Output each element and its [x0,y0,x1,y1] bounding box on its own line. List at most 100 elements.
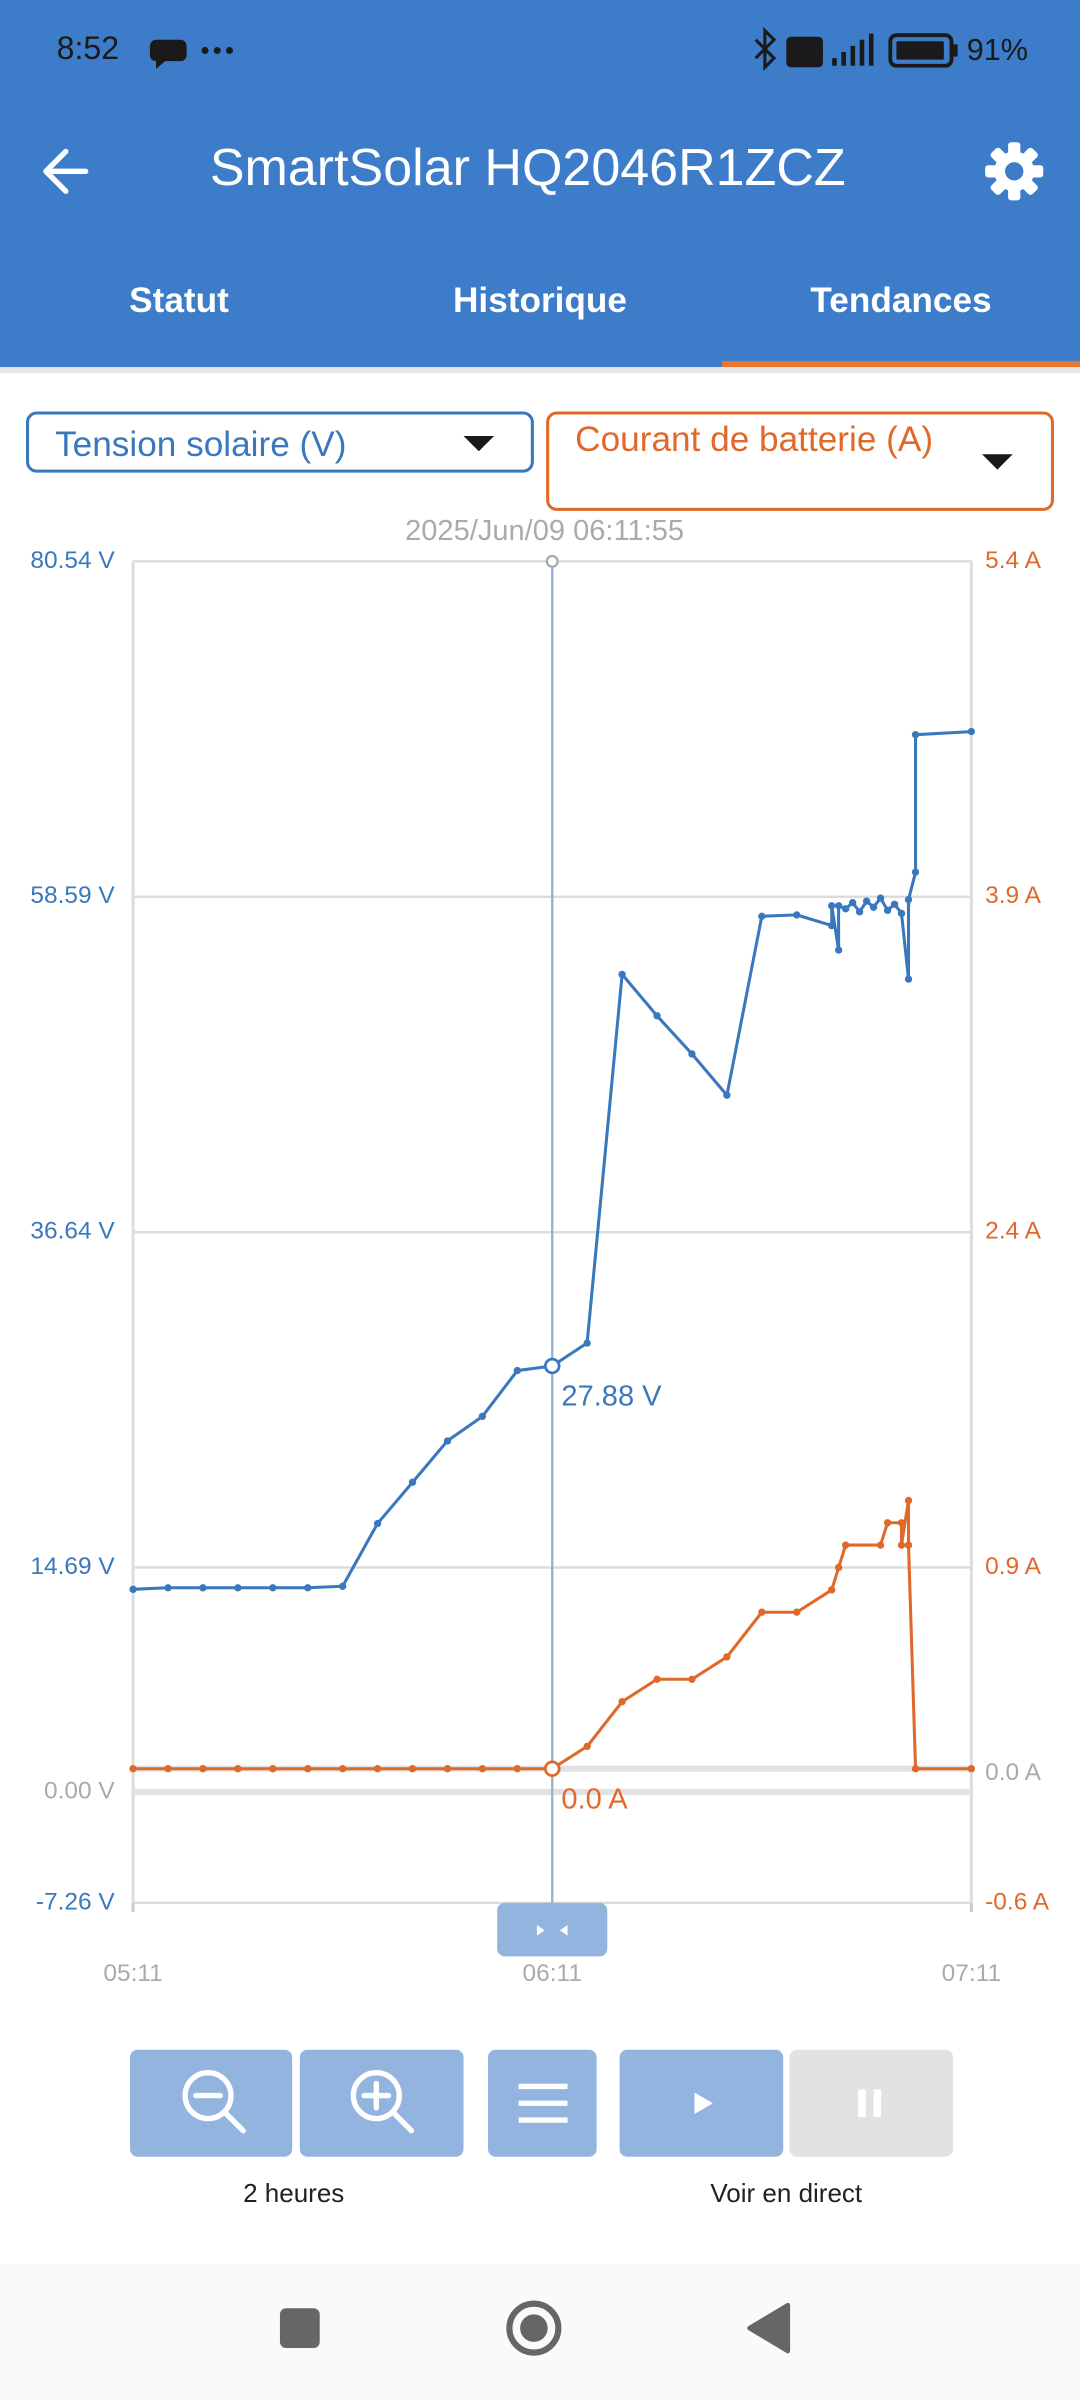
data-point [688,1675,696,1683]
zoom-in-button[interactable] [299,2049,464,2157]
cursor-point [543,1760,561,1777]
message-icon [149,39,187,69]
data-point [793,1608,801,1616]
nav-recents[interactable] [279,2308,320,2348]
menu-button[interactable] [487,2049,597,2157]
cursor-handle[interactable] [497,1902,608,1957]
data-point [904,975,913,983]
data-point [967,727,976,736]
play-button[interactable] [619,2049,784,2157]
settings-button[interactable] [985,142,1044,201]
data-point [653,1675,661,1683]
data-point [164,1584,172,1592]
data-point [883,1519,892,1527]
data-point [911,730,920,739]
data-point [869,903,878,911]
data-point [904,1541,913,1549]
data-point [904,1496,913,1505]
data-point [618,1697,626,1706]
data-point [199,1765,207,1773]
data-point [723,1091,731,1099]
y-tick-label: 0.00 V [44,1777,115,1804]
data-point [911,1765,920,1773]
y2-tick-label: 5.4 A [985,547,1041,574]
cursor-label: 2025/Jun/09 06:11:55 [405,515,684,547]
cursor-handle-body [497,1902,608,1957]
data-point [234,1584,242,1592]
data-point [583,1339,591,1347]
data-point [828,921,836,930]
data-point [129,1585,137,1594]
data-point [828,902,836,910]
live-label: Voir en direct [710,2178,863,2208]
battery-level: 91% [967,33,1028,67]
left-selector-box: Tension solaire (V) [55,423,347,464]
data-point [855,908,864,916]
right-selector-box: Courant de batterie (A) [575,419,933,459]
y-tick-label: 80.54 V [30,547,115,574]
y2-tick-label: -0.6 A [985,1888,1050,1915]
right-series-selector[interactable] [546,411,1054,511]
data-point [338,1765,347,1773]
data-point [758,1608,766,1616]
data-point [269,1584,277,1592]
data-point [897,909,906,918]
y2-tick-label: 0.9 A [985,1553,1041,1580]
back-button[interactable] [43,148,89,194]
data-point [583,1742,591,1751]
data-point [338,1582,347,1590]
tab-indicator [722,360,1080,368]
zoom-label: 2 heures [243,2178,344,2208]
tab-label[interactable]: Tendances [810,281,991,320]
data-point [834,902,843,910]
data-point [758,912,766,920]
data-point [653,1012,661,1020]
data-point [443,1437,452,1445]
data-point [618,970,626,979]
header-shadow [0,367,1080,374]
tab-label[interactable]: Statut [129,281,229,320]
cursor-top [545,554,559,568]
y2-tick-label: 3.9 A [985,882,1041,909]
data-point [876,894,885,902]
data-point [373,1765,382,1773]
status-time: 8:52 [57,30,120,66]
data-point [688,1050,696,1058]
cursor-value-label: 0.0 A [561,1784,628,1816]
data-point [304,1584,312,1592]
data-point [834,1563,843,1572]
zoom-out-button[interactable] [130,2049,293,2157]
data-point [793,911,801,919]
pause-button[interactable] [789,2049,954,2157]
data-point [234,1765,242,1773]
cursor-value-label: 27.88 V [561,1381,662,1413]
y-tick-label: 36.64 V [30,1218,115,1245]
data-point [883,906,892,915]
data-point [408,1478,417,1486]
left-selector-label: Tension solaire (V) [55,423,347,464]
y2-tick-label: 0.0 A [985,1759,1041,1786]
data-point [199,1584,207,1592]
data-point [408,1765,417,1773]
app-title: SmartSolar HQ2046R1ZCZ [210,139,846,197]
nav-back[interactable] [747,2302,791,2354]
data-point [841,1541,850,1549]
data-point [834,946,843,954]
tab-label[interactable]: Historique [453,281,627,320]
left-series-selector[interactable] [26,411,534,473]
data-point [876,1541,885,1549]
dropdown-arrow [982,454,1013,470]
data-point [478,1765,487,1773]
nav-home[interactable] [506,2300,562,2356]
y2-tick-label: 2.4 A [985,1218,1041,1245]
data-point [304,1765,312,1773]
data-point [828,1586,836,1594]
y-tick-label: 58.59 V [30,882,115,909]
data-point [478,1412,487,1421]
data-point [269,1765,277,1773]
more-icon [201,46,233,54]
dropdown-arrow [463,435,495,452]
data-point [443,1765,452,1773]
